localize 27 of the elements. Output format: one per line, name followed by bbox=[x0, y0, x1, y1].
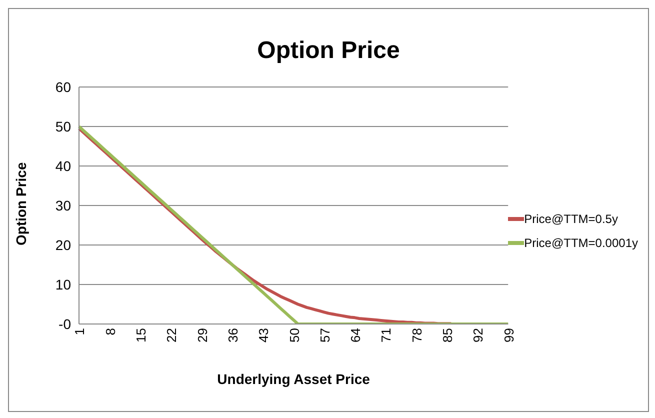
x-tick-label: 50 bbox=[286, 328, 302, 342]
x-tick-label: 57 bbox=[317, 328, 332, 342]
x-tick-label: 71 bbox=[378, 328, 394, 342]
x-tick-label: 15 bbox=[134, 328, 149, 342]
x-tick-label: 29 bbox=[194, 328, 210, 342]
chart-title: Option Price bbox=[256, 37, 401, 66]
y-tick-label: 30 bbox=[55, 197, 72, 214]
x-axis-title: Underlying Asset Price bbox=[217, 371, 370, 387]
x-tick-label: 36 bbox=[225, 328, 240, 342]
y-tick-label: 60 bbox=[55, 78, 72, 95]
legend-label: Price@TTM=0.5y bbox=[524, 212, 618, 226]
x-tick-label: 78 bbox=[409, 328, 424, 342]
x-tick-label: 8 bbox=[102, 328, 118, 336]
y-axis-title: Option Price bbox=[12, 162, 29, 246]
y-tick-label: -0 bbox=[58, 316, 72, 332]
x-tick-label: 85 bbox=[440, 328, 456, 342]
y-tick-label: 10 bbox=[55, 276, 72, 292]
x-tick-label: 99 bbox=[501, 328, 516, 342]
legend-label: Price@TTM=0.0001y bbox=[524, 236, 638, 250]
x-tick-label: 43 bbox=[256, 328, 272, 342]
x-tick-label: 92 bbox=[470, 328, 486, 342]
x-tick-label: 22 bbox=[164, 328, 180, 342]
y-tick-label: 50 bbox=[55, 118, 72, 134]
x-tick-label: 1 bbox=[72, 328, 88, 336]
x-tick-label: 64 bbox=[348, 328, 364, 342]
y-tick-label: 20 bbox=[55, 236, 72, 253]
y-tick-label: 40 bbox=[55, 158, 72, 174]
